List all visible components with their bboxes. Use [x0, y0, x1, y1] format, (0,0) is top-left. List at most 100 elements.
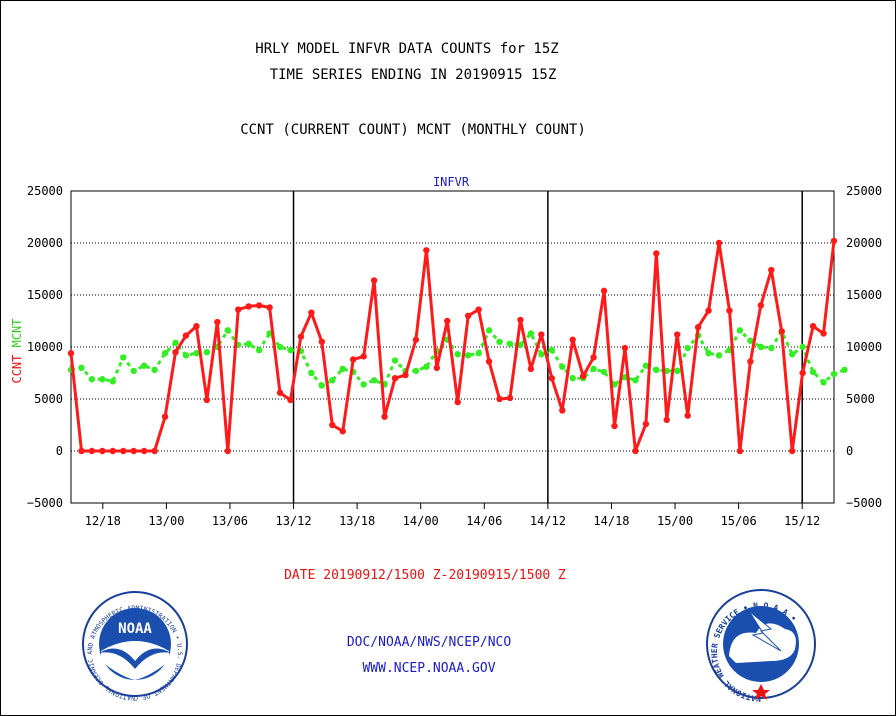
y-axis-label-mcnt: MCNT — [10, 318, 24, 347]
x-tick-label: 15/12 — [784, 514, 820, 528]
data-point-ccnt — [120, 447, 127, 455]
org-text: DOC/NOAA/NWS/NCEP/NCO — [347, 635, 512, 650]
data-point-ccnt — [747, 358, 754, 365]
data-point-ccnt — [99, 447, 106, 455]
data-point-ccnt — [600, 287, 608, 295]
data-point-ccnt — [684, 412, 691, 419]
data-point-ccnt — [621, 344, 629, 352]
data-point-mcnt — [360, 381, 367, 388]
data-point-mcnt — [276, 343, 284, 351]
data-point-ccnt — [726, 307, 733, 314]
data-point-ccnt — [412, 336, 420, 343]
data-point-mcnt — [370, 377, 378, 384]
data-point-ccnt — [830, 237, 838, 245]
data-point-mcnt — [172, 339, 179, 347]
data-point-ccnt — [496, 395, 503, 403]
y-tick-label-left: 15000 — [27, 288, 63, 302]
data-point-mcnt — [768, 344, 775, 352]
series-line-ccnt — [69, 240, 836, 453]
url-link[interactable]: WWW.NCEP.NOAA.GOV — [362, 661, 495, 676]
data-point-ccnt — [820, 330, 827, 337]
data-point-mcnt — [715, 352, 723, 359]
data-point-mcnt — [830, 370, 838, 378]
data-point-ccnt — [579, 372, 587, 380]
x-tick-label: 13/18 — [339, 514, 375, 528]
data-point-ccnt — [391, 375, 399, 382]
data-point-ccnt — [203, 396, 211, 404]
chart-title-line-1: HRLY MODEL INFVR DATA COUNTS for 15Z — [255, 41, 558, 57]
data-point-mcnt — [506, 340, 514, 348]
nws-logo: NATIONAL WEATHER SERVICE • N O A A • — [706, 589, 816, 703]
data-point-ccnt — [308, 309, 315, 316]
data-point-mcnt — [538, 351, 545, 358]
data-point-ccnt — [663, 416, 670, 423]
data-point-mcnt — [475, 350, 482, 357]
data-point-ccnt — [287, 396, 294, 404]
data-point-ccnt — [88, 447, 96, 455]
x-tick-label: 12/18 — [85, 514, 121, 528]
y-tick-label-right: 20000 — [846, 236, 882, 250]
data-point-mcnt — [684, 344, 691, 352]
data-point-mcnt — [464, 352, 472, 359]
data-point-mcnt — [318, 382, 326, 389]
y-tick-label-left: 10000 — [27, 340, 63, 354]
data-point-mcnt — [559, 363, 566, 370]
data-point-ccnt — [276, 389, 284, 396]
y-tick-label-left: 25000 — [27, 184, 63, 198]
noaa-logo-text: NOAA — [118, 621, 152, 637]
data-point-mcnt — [809, 368, 817, 376]
data-point-mcnt — [193, 350, 200, 357]
plot-title: INFVR — [433, 175, 470, 189]
data-point-ccnt — [172, 349, 179, 356]
data-point-ccnt — [788, 447, 796, 455]
data-point-ccnt — [559, 407, 566, 414]
data-point-mcnt — [412, 367, 420, 375]
data-point-mcnt — [517, 341, 524, 349]
y-tick-label-right: 15000 — [846, 288, 882, 302]
data-point-ccnt — [757, 302, 765, 309]
y-axis-label-ccnt: CCNT — [10, 355, 24, 384]
data-point-ccnt — [235, 306, 242, 313]
svg-text:CCNT MCNT: CCNT MCNT — [10, 318, 24, 383]
y-tick-label-right: 10000 — [846, 340, 882, 354]
data-point-mcnt — [224, 327, 231, 334]
x-tick-label: 13/00 — [148, 514, 184, 528]
x-tick-label: 15/00 — [657, 514, 693, 528]
data-point-ccnt — [569, 336, 576, 343]
data-point-mcnt — [600, 368, 608, 376]
data-point-mcnt — [757, 343, 765, 351]
data-point-ccnt — [642, 420, 650, 428]
data-point-ccnt — [109, 447, 117, 455]
data-point-ccnt — [768, 266, 775, 274]
data-point-ccnt — [130, 447, 137, 455]
y-tick-label-right: 5000 — [846, 392, 875, 406]
data-point-mcnt — [653, 366, 660, 374]
y-tick-label-left: 5000 — [34, 392, 63, 406]
star-icon — [752, 684, 770, 700]
data-point-mcnt — [590, 365, 597, 373]
y-tick-label-right: 25000 — [846, 184, 882, 198]
data-point-ccnt — [318, 338, 326, 345]
data-point-mcnt — [308, 369, 315, 377]
data-point-ccnt — [778, 328, 785, 335]
data-point-ccnt — [653, 250, 660, 257]
data-point-mcnt — [255, 346, 263, 354]
data-point-mcnt — [485, 327, 493, 334]
data-point-mcnt — [548, 346, 555, 354]
cloud-icon — [729, 623, 796, 663]
y-tick-label-right: −5000 — [846, 496, 882, 510]
x-tick-label: 14/12 — [530, 514, 566, 528]
data-point-ccnt — [475, 306, 482, 313]
x-tick-label: 14/06 — [466, 514, 502, 528]
y-axis-label: CCNT MCNT — [10, 318, 24, 383]
data-point-ccnt — [444, 317, 451, 325]
data-point-ccnt — [78, 447, 85, 455]
data-point-ccnt — [548, 375, 555, 382]
data-point-ccnt — [527, 365, 535, 373]
data-point-ccnt — [506, 394, 514, 402]
y-tick-label-left: −5000 — [27, 496, 63, 510]
data-point-ccnt — [182, 332, 190, 339]
y-tick-label-left: 20000 — [27, 236, 63, 250]
data-point-mcnt — [423, 363, 430, 370]
x-tick-label: 14/00 — [403, 514, 439, 528]
